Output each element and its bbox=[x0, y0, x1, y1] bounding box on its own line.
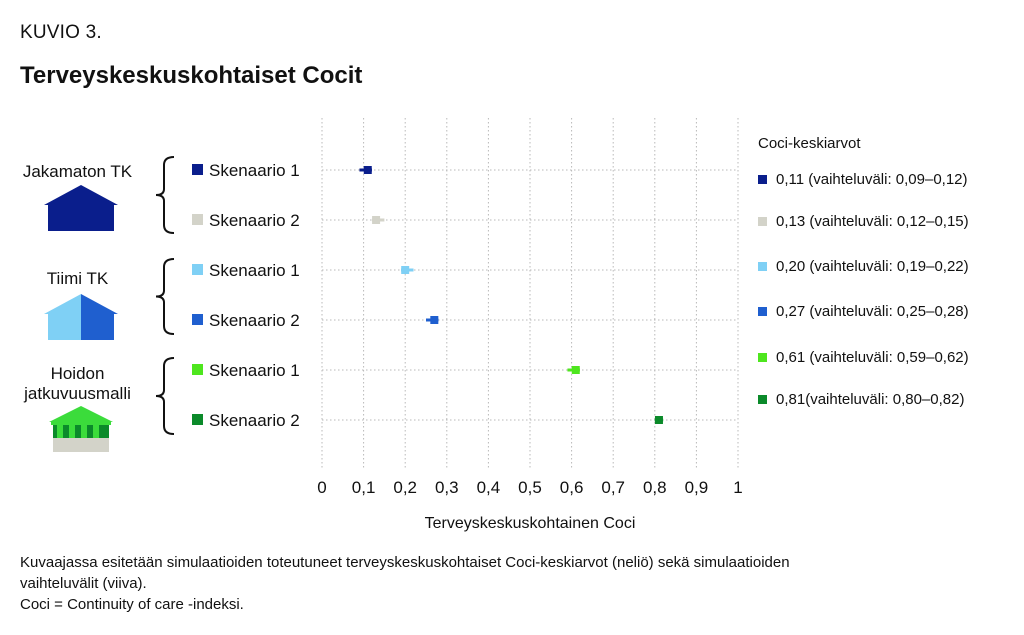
legend-swatch bbox=[758, 217, 767, 226]
x-tick-label: 0,6 bbox=[560, 478, 584, 497]
group-brace bbox=[155, 156, 175, 234]
x-tick-label: 1 bbox=[733, 478, 742, 497]
x-tick-label: 0,4 bbox=[477, 478, 501, 497]
row-swatch bbox=[192, 264, 203, 275]
legend-item: 0,27 (vaihteluväli: 0,25–0,28) bbox=[758, 303, 969, 320]
figure-label: KUVIO 3. bbox=[20, 22, 102, 43]
mean-marker bbox=[372, 216, 381, 224]
group-label-tiimi: Tiimi TK bbox=[46, 269, 109, 288]
mean-marker bbox=[430, 316, 439, 324]
house-light-blue-icon bbox=[44, 294, 118, 340]
group-brace bbox=[155, 258, 175, 335]
legend-item: 0,61 (vaihteluväli: 0,59–0,62) bbox=[758, 349, 969, 366]
legend-item: 0,13 (vaihteluväli: 0,12–0,15) bbox=[758, 213, 969, 230]
mean-marker bbox=[571, 366, 580, 374]
chart-title: Terveyskeskuskohtaiset Cocit bbox=[20, 62, 363, 89]
legend-label: 0,13 (vaihteluväli: 0,12–0,15) bbox=[776, 213, 969, 230]
group-brace bbox=[155, 357, 175, 435]
group-label-jakamaton: Jakamaton TK bbox=[22, 162, 133, 181]
mean-marker bbox=[401, 266, 410, 274]
footnote-line: vaihteluvälit (viiva). bbox=[20, 575, 147, 592]
legend-swatch bbox=[758, 353, 767, 362]
row-label: Skenaario 1 bbox=[209, 161, 300, 180]
x-tick-label: 0 bbox=[317, 478, 326, 497]
legend-label: 0,27 (vaihteluväli: 0,25–0,28) bbox=[776, 303, 969, 320]
house-navy-icon bbox=[44, 185, 118, 231]
legend-label: 0,11 (vaihteluväli: 0,09–0,12) bbox=[776, 171, 968, 188]
x-tick-label: 0,5 bbox=[518, 478, 542, 497]
legend-swatch bbox=[758, 175, 767, 184]
legend-item: 0,11 (vaihteluväli: 0,09–0,12) bbox=[758, 171, 968, 188]
legend-item: 0,81(vaihteluväli: 0,80–0,82) bbox=[758, 391, 964, 408]
legend-swatch bbox=[758, 307, 767, 316]
row-label: Skenaario 2 bbox=[209, 411, 300, 430]
row-swatch bbox=[192, 414, 203, 425]
row-swatch bbox=[192, 314, 203, 325]
legend-title: Coci-keskiarvot bbox=[758, 135, 861, 152]
legend-label: 0,20 (vaihteluväli: 0,19–0,22) bbox=[776, 258, 969, 275]
row-label: Skenaario 2 bbox=[209, 211, 300, 230]
x-tick-label: 0,9 bbox=[685, 478, 709, 497]
x-tick-label: 0,3 bbox=[435, 478, 459, 497]
x-tick-label: 0,8 bbox=[643, 478, 667, 497]
house-green-striped-icon bbox=[49, 406, 113, 452]
row-label: Skenaario 2 bbox=[209, 311, 300, 330]
footnote-line: Coci = Continuity of care -indeksi. bbox=[20, 596, 244, 613]
row-label: Skenaario 1 bbox=[209, 261, 300, 280]
row-swatch bbox=[192, 164, 203, 175]
legend-label: 0,81(vaihteluväli: 0,80–0,82) bbox=[776, 391, 965, 408]
footnote-line: Kuvaajassa esitetään simulaatioiden tote… bbox=[20, 554, 790, 571]
row-swatch bbox=[192, 364, 203, 375]
x-tick-label: 0,2 bbox=[393, 478, 417, 497]
group-label-hoidon: Hoidon jatkuvuusmalli bbox=[24, 364, 131, 403]
legend-swatch bbox=[758, 395, 767, 404]
legend-swatch bbox=[758, 262, 767, 271]
row-label: Skenaario 1 bbox=[209, 361, 300, 380]
footnote: Kuvaajassa esitetään simulaatioiden tote… bbox=[20, 552, 980, 615]
row-swatch bbox=[192, 214, 203, 225]
x-tick-label: 0,7 bbox=[601, 478, 625, 497]
x-axis-label: Terveyskeskuskohtainen Coci bbox=[425, 515, 636, 532]
legend-item: 0,20 (vaihteluväli: 0,19–0,22) bbox=[758, 258, 969, 275]
legend-label: 0,61 (vaihteluväli: 0,59–0,62) bbox=[776, 349, 969, 366]
x-tick-label: 0,1 bbox=[352, 478, 376, 497]
mean-marker bbox=[363, 166, 372, 174]
mean-marker bbox=[654, 416, 663, 424]
